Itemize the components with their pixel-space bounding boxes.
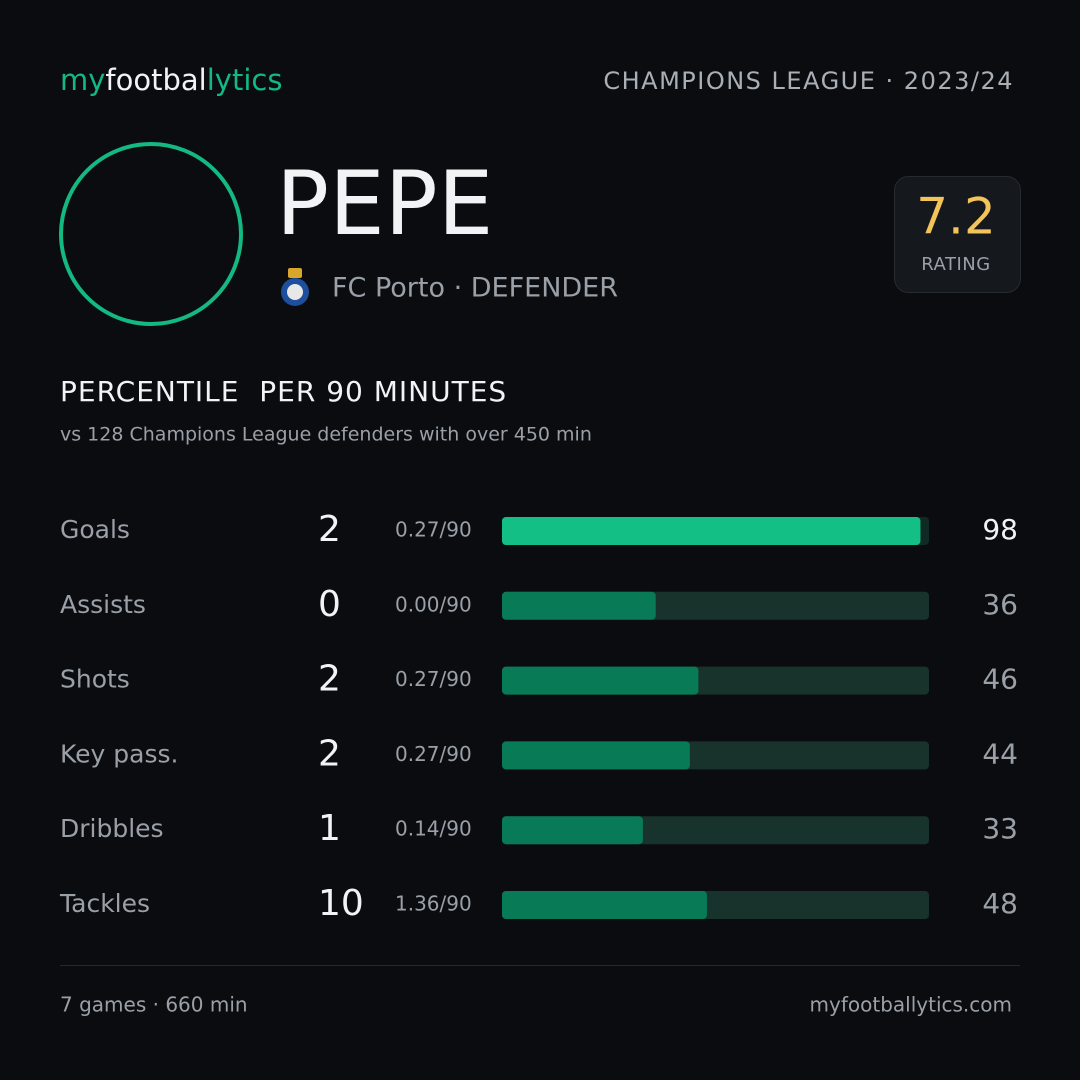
stat-total: 10: [318, 883, 364, 924]
section-subtitle: vs 128 Champions League defenders with o…: [60, 424, 592, 446]
section-title: PERCENTILE PER 90 MINUTES: [60, 375, 507, 408]
stat-rows: Goals 2 0.27/90 98 Assists 0 0.00/90 36 Shots 2 0.…: [59, 509, 1018, 924]
footer-summary: 7 games · 660 min: [60, 993, 248, 1017]
footer-site: myfootballytics.com: [810, 993, 1012, 1017]
percentile-value: 36: [982, 588, 1018, 621]
stat-per90: 0.27/90: [395, 742, 472, 766]
stat-label: Tackles: [59, 889, 150, 918]
brand: myfootballytics: [60, 63, 282, 97]
stat-label: Shots: [60, 665, 130, 694]
stat-label: Key pass.: [60, 739, 178, 768]
stat-total: 2: [318, 733, 341, 774]
stat-label: Assists: [60, 590, 146, 619]
percentile-bar: [502, 666, 699, 695]
brand-part: my: [60, 63, 105, 97]
stat-total: 1: [318, 808, 341, 849]
percentile-value: 98: [982, 513, 1018, 546]
rating-box: [894, 176, 1021, 293]
stat-per90: 0.14/90: [395, 817, 472, 841]
player-name: PEPE: [276, 152, 493, 255]
stat-label: Goals: [60, 515, 130, 544]
stat-per90: 0.27/90: [395, 518, 472, 542]
percentile-bar: [502, 816, 643, 845]
percentile-bar: [502, 517, 921, 545]
club-crest: [281, 268, 309, 306]
rating-label: RATING: [921, 254, 990, 275]
stat-total: 2: [318, 659, 341, 700]
rating-value: 7.2: [916, 188, 996, 246]
stat-label: Dribbles: [60, 814, 164, 843]
percentile-value: 48: [982, 887, 1018, 920]
competition: CHAMPIONS LEAGUE · 2023/24: [603, 67, 1014, 95]
stat-per90: 1.36/90: [395, 892, 472, 916]
percentile-value: 33: [982, 812, 1018, 845]
brand-part: lytics: [207, 63, 283, 97]
stat-per90: 0.00/90: [395, 592, 472, 616]
percentile-value: 44: [982, 737, 1018, 770]
stat-total: 2: [318, 509, 341, 550]
percentile-bar: [502, 891, 707, 919]
percentile-bar: [502, 741, 690, 770]
player-photo-frame: [59, 142, 243, 326]
stat-per90: 0.27/90: [395, 667, 472, 691]
stat-total: 0: [318, 584, 341, 625]
club-position: FC Porto · DEFENDER: [332, 273, 618, 304]
percentile-value: 46: [982, 663, 1018, 696]
percentile-bar: [502, 591, 656, 620]
brand-part: footbal: [105, 63, 206, 97]
